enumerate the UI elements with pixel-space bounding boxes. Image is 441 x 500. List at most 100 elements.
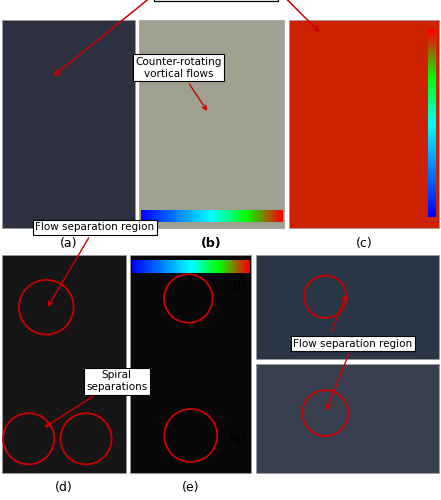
FancyBboxPatch shape bbox=[192, 210, 194, 222]
FancyBboxPatch shape bbox=[156, 260, 158, 272]
FancyBboxPatch shape bbox=[272, 210, 274, 222]
FancyBboxPatch shape bbox=[185, 210, 187, 222]
FancyBboxPatch shape bbox=[428, 145, 436, 148]
FancyBboxPatch shape bbox=[428, 167, 436, 170]
FancyBboxPatch shape bbox=[210, 260, 213, 272]
FancyBboxPatch shape bbox=[238, 210, 240, 222]
FancyBboxPatch shape bbox=[428, 136, 436, 140]
FancyBboxPatch shape bbox=[150, 210, 152, 222]
FancyBboxPatch shape bbox=[428, 70, 436, 73]
FancyBboxPatch shape bbox=[177, 260, 179, 272]
FancyBboxPatch shape bbox=[231, 210, 233, 222]
FancyBboxPatch shape bbox=[236, 210, 239, 222]
FancyBboxPatch shape bbox=[428, 192, 436, 196]
FancyBboxPatch shape bbox=[428, 186, 436, 190]
FancyBboxPatch shape bbox=[202, 260, 205, 272]
FancyBboxPatch shape bbox=[220, 260, 222, 272]
Text: Spiral
separations: Spiral separations bbox=[45, 370, 147, 426]
FancyBboxPatch shape bbox=[428, 60, 436, 64]
FancyBboxPatch shape bbox=[219, 210, 221, 222]
FancyBboxPatch shape bbox=[194, 260, 197, 272]
FancyBboxPatch shape bbox=[214, 260, 217, 272]
FancyBboxPatch shape bbox=[428, 189, 436, 192]
FancyBboxPatch shape bbox=[428, 67, 436, 70]
FancyBboxPatch shape bbox=[428, 76, 436, 80]
FancyBboxPatch shape bbox=[148, 210, 150, 222]
FancyBboxPatch shape bbox=[279, 210, 281, 222]
FancyBboxPatch shape bbox=[189, 210, 191, 222]
FancyBboxPatch shape bbox=[428, 92, 436, 96]
FancyBboxPatch shape bbox=[243, 260, 246, 272]
FancyBboxPatch shape bbox=[235, 210, 237, 222]
Text: (c): (c) bbox=[355, 236, 372, 250]
FancyBboxPatch shape bbox=[428, 164, 436, 168]
FancyBboxPatch shape bbox=[266, 210, 269, 222]
FancyBboxPatch shape bbox=[191, 210, 193, 222]
FancyBboxPatch shape bbox=[232, 260, 234, 272]
FancyBboxPatch shape bbox=[181, 260, 183, 272]
FancyBboxPatch shape bbox=[226, 260, 228, 272]
FancyBboxPatch shape bbox=[428, 170, 436, 173]
FancyBboxPatch shape bbox=[428, 111, 436, 114]
FancyBboxPatch shape bbox=[146, 260, 148, 272]
FancyBboxPatch shape bbox=[148, 260, 150, 272]
FancyBboxPatch shape bbox=[428, 39, 436, 42]
FancyBboxPatch shape bbox=[226, 210, 228, 222]
FancyBboxPatch shape bbox=[222, 260, 224, 272]
FancyBboxPatch shape bbox=[428, 195, 436, 198]
FancyBboxPatch shape bbox=[428, 42, 436, 45]
FancyBboxPatch shape bbox=[198, 210, 200, 222]
FancyBboxPatch shape bbox=[247, 260, 250, 272]
FancyBboxPatch shape bbox=[166, 210, 168, 222]
FancyBboxPatch shape bbox=[201, 210, 203, 222]
FancyBboxPatch shape bbox=[150, 260, 152, 272]
FancyBboxPatch shape bbox=[428, 64, 436, 68]
FancyBboxPatch shape bbox=[252, 210, 254, 222]
FancyBboxPatch shape bbox=[169, 260, 172, 272]
FancyBboxPatch shape bbox=[216, 260, 218, 272]
FancyBboxPatch shape bbox=[428, 95, 436, 99]
FancyBboxPatch shape bbox=[193, 260, 195, 272]
FancyBboxPatch shape bbox=[428, 142, 436, 146]
FancyBboxPatch shape bbox=[204, 260, 207, 272]
FancyBboxPatch shape bbox=[428, 73, 436, 77]
FancyBboxPatch shape bbox=[2, 255, 126, 472]
FancyBboxPatch shape bbox=[210, 210, 212, 222]
FancyBboxPatch shape bbox=[191, 260, 193, 272]
FancyBboxPatch shape bbox=[254, 210, 256, 222]
FancyBboxPatch shape bbox=[243, 210, 246, 222]
FancyBboxPatch shape bbox=[275, 210, 277, 222]
FancyBboxPatch shape bbox=[201, 260, 203, 272]
FancyBboxPatch shape bbox=[187, 210, 189, 222]
FancyBboxPatch shape bbox=[428, 158, 436, 161]
FancyBboxPatch shape bbox=[235, 260, 238, 272]
FancyBboxPatch shape bbox=[428, 180, 436, 183]
FancyBboxPatch shape bbox=[160, 260, 162, 272]
FancyBboxPatch shape bbox=[215, 210, 217, 222]
FancyBboxPatch shape bbox=[141, 210, 143, 222]
FancyBboxPatch shape bbox=[428, 52, 436, 55]
FancyBboxPatch shape bbox=[242, 210, 244, 222]
FancyBboxPatch shape bbox=[196, 210, 198, 222]
FancyBboxPatch shape bbox=[152, 210, 154, 222]
FancyBboxPatch shape bbox=[140, 260, 142, 272]
FancyBboxPatch shape bbox=[208, 210, 210, 222]
FancyBboxPatch shape bbox=[165, 260, 168, 272]
FancyBboxPatch shape bbox=[256, 210, 258, 222]
FancyBboxPatch shape bbox=[183, 210, 186, 222]
FancyBboxPatch shape bbox=[198, 260, 201, 272]
FancyBboxPatch shape bbox=[142, 260, 145, 272]
FancyBboxPatch shape bbox=[259, 210, 262, 222]
FancyBboxPatch shape bbox=[206, 210, 209, 222]
FancyBboxPatch shape bbox=[233, 210, 235, 222]
Text: Flow separation region: Flow separation region bbox=[35, 222, 154, 306]
FancyBboxPatch shape bbox=[265, 210, 267, 222]
FancyBboxPatch shape bbox=[224, 260, 226, 272]
Text: Flow separation region: Flow separation region bbox=[293, 338, 412, 409]
FancyBboxPatch shape bbox=[250, 210, 253, 222]
FancyBboxPatch shape bbox=[218, 260, 220, 272]
FancyBboxPatch shape bbox=[277, 210, 279, 222]
FancyBboxPatch shape bbox=[428, 152, 436, 155]
FancyBboxPatch shape bbox=[144, 260, 146, 272]
FancyBboxPatch shape bbox=[208, 260, 211, 272]
